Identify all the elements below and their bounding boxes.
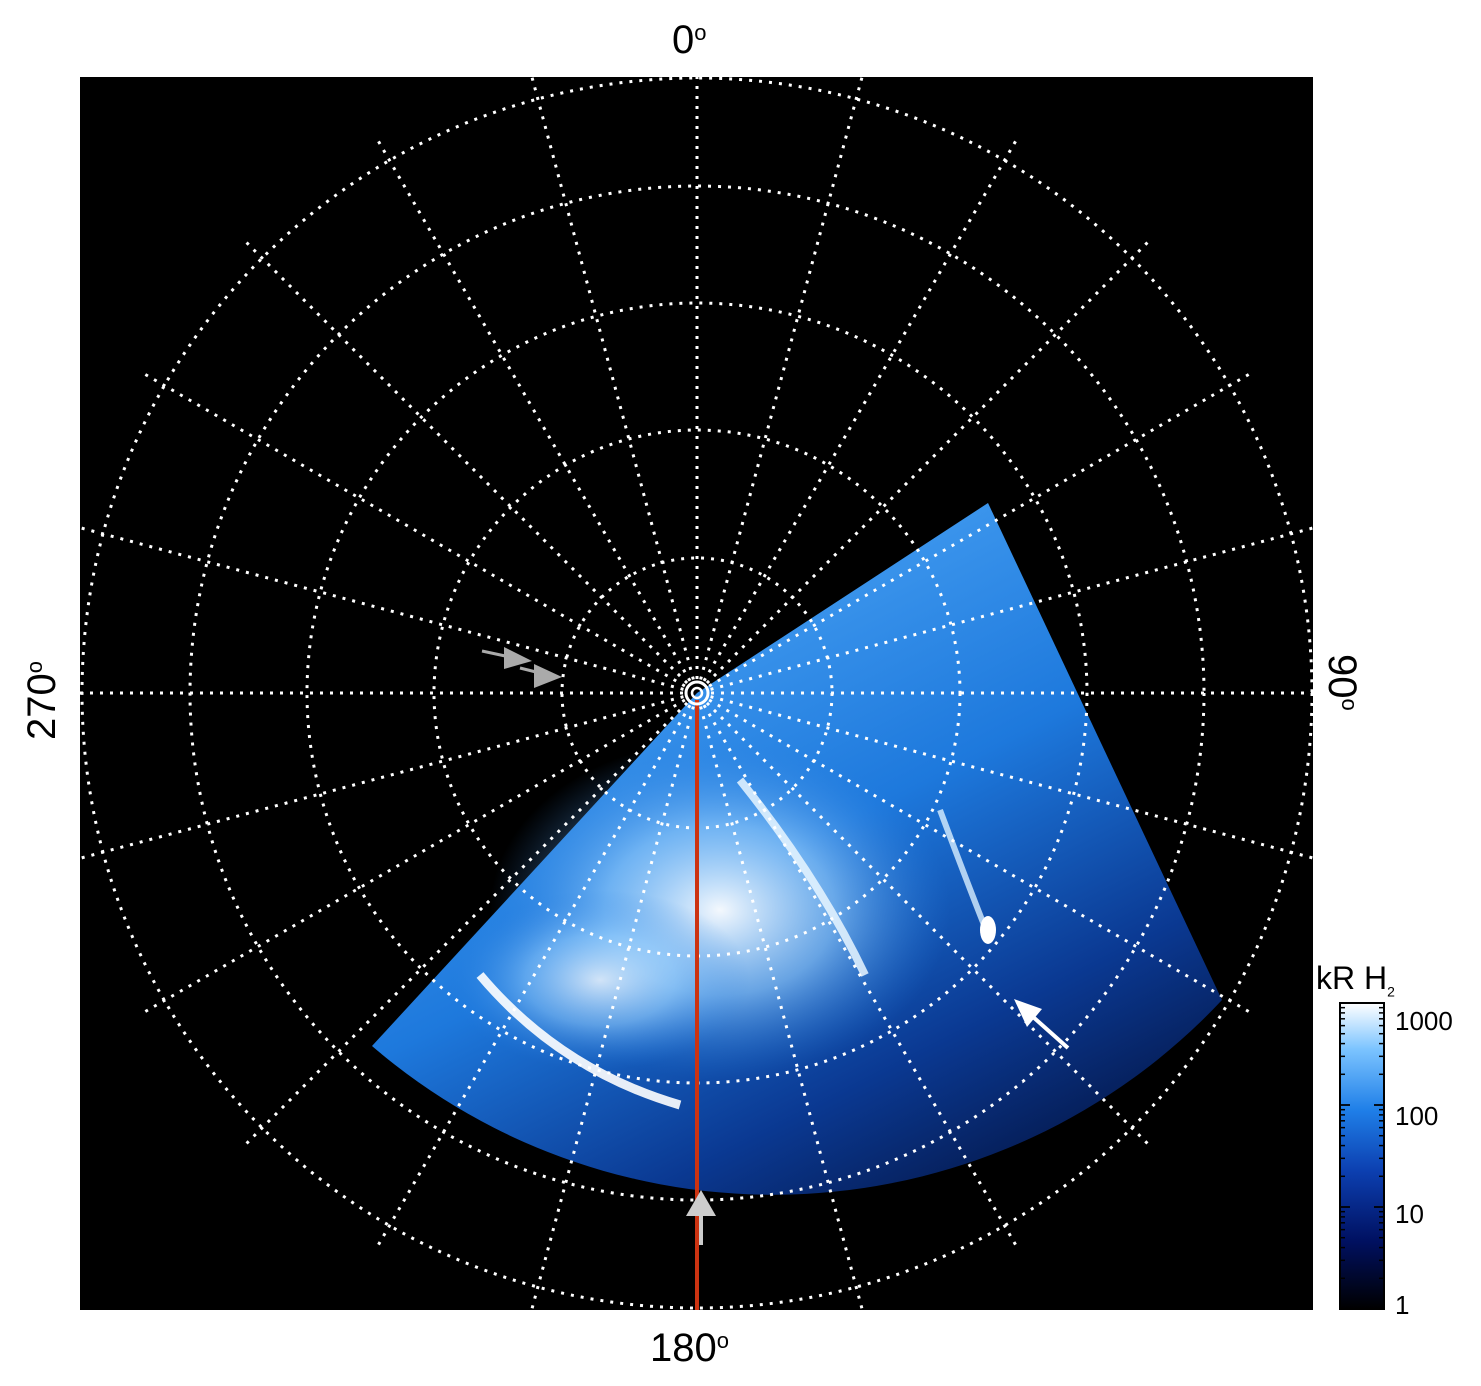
meridian-345: [530, 77, 695, 680]
colorbar-tick-10: 10: [1395, 1199, 1424, 1229]
gray-arrow-1: [481, 647, 532, 669]
meridian-330: [375, 137, 692, 682]
label-0-degrees: 0o: [672, 18, 707, 62]
meridian-285: [80, 526, 684, 691]
meridian-135: [705, 701, 1151, 1147]
inner-auroral-arc: [736, 777, 869, 977]
meridian-225: [243, 701, 689, 1147]
meridian-15: [699, 77, 864, 680]
meridian-255: [80, 695, 684, 860]
colorbar-title: kR H2: [1316, 960, 1395, 1000]
pole-marker: [684, 680, 710, 706]
meridian-165: [699, 706, 864, 1310]
colorbar-tick-1000: 1000: [1395, 1006, 1453, 1036]
meridian-120: [708, 698, 1253, 1015]
label-180-degrees: 180o: [650, 1326, 729, 1370]
meridian-150: [702, 704, 1019, 1249]
white-arrow: [1014, 999, 1070, 1050]
meridian-195: [530, 706, 695, 1310]
meridian-240: [141, 698, 686, 1015]
colorbar: [1339, 1002, 1385, 1310]
meridian-60: [708, 371, 1253, 688]
colorbar-tick-100: 100: [1395, 1101, 1439, 1131]
meridian-75: [710, 526, 1313, 691]
meridian-45: [705, 239, 1151, 685]
meridian-30: [702, 137, 1019, 682]
meridian-315: [243, 239, 689, 685]
colorbar-gradient: [1339, 1002, 1385, 1310]
label-270-degrees: 270o: [20, 661, 64, 740]
label-90-degrees: 90o: [1320, 654, 1364, 711]
gray-arrow-2: [519, 664, 562, 688]
meridian-210: [375, 704, 692, 1249]
gray-up-arrow: [686, 1190, 716, 1245]
meridian-105: [710, 695, 1313, 860]
main-auroral-arc: [476, 972, 682, 1110]
colorbar-tick-1: 1: [1395, 1290, 1410, 1320]
meridian-300: [141, 371, 686, 688]
